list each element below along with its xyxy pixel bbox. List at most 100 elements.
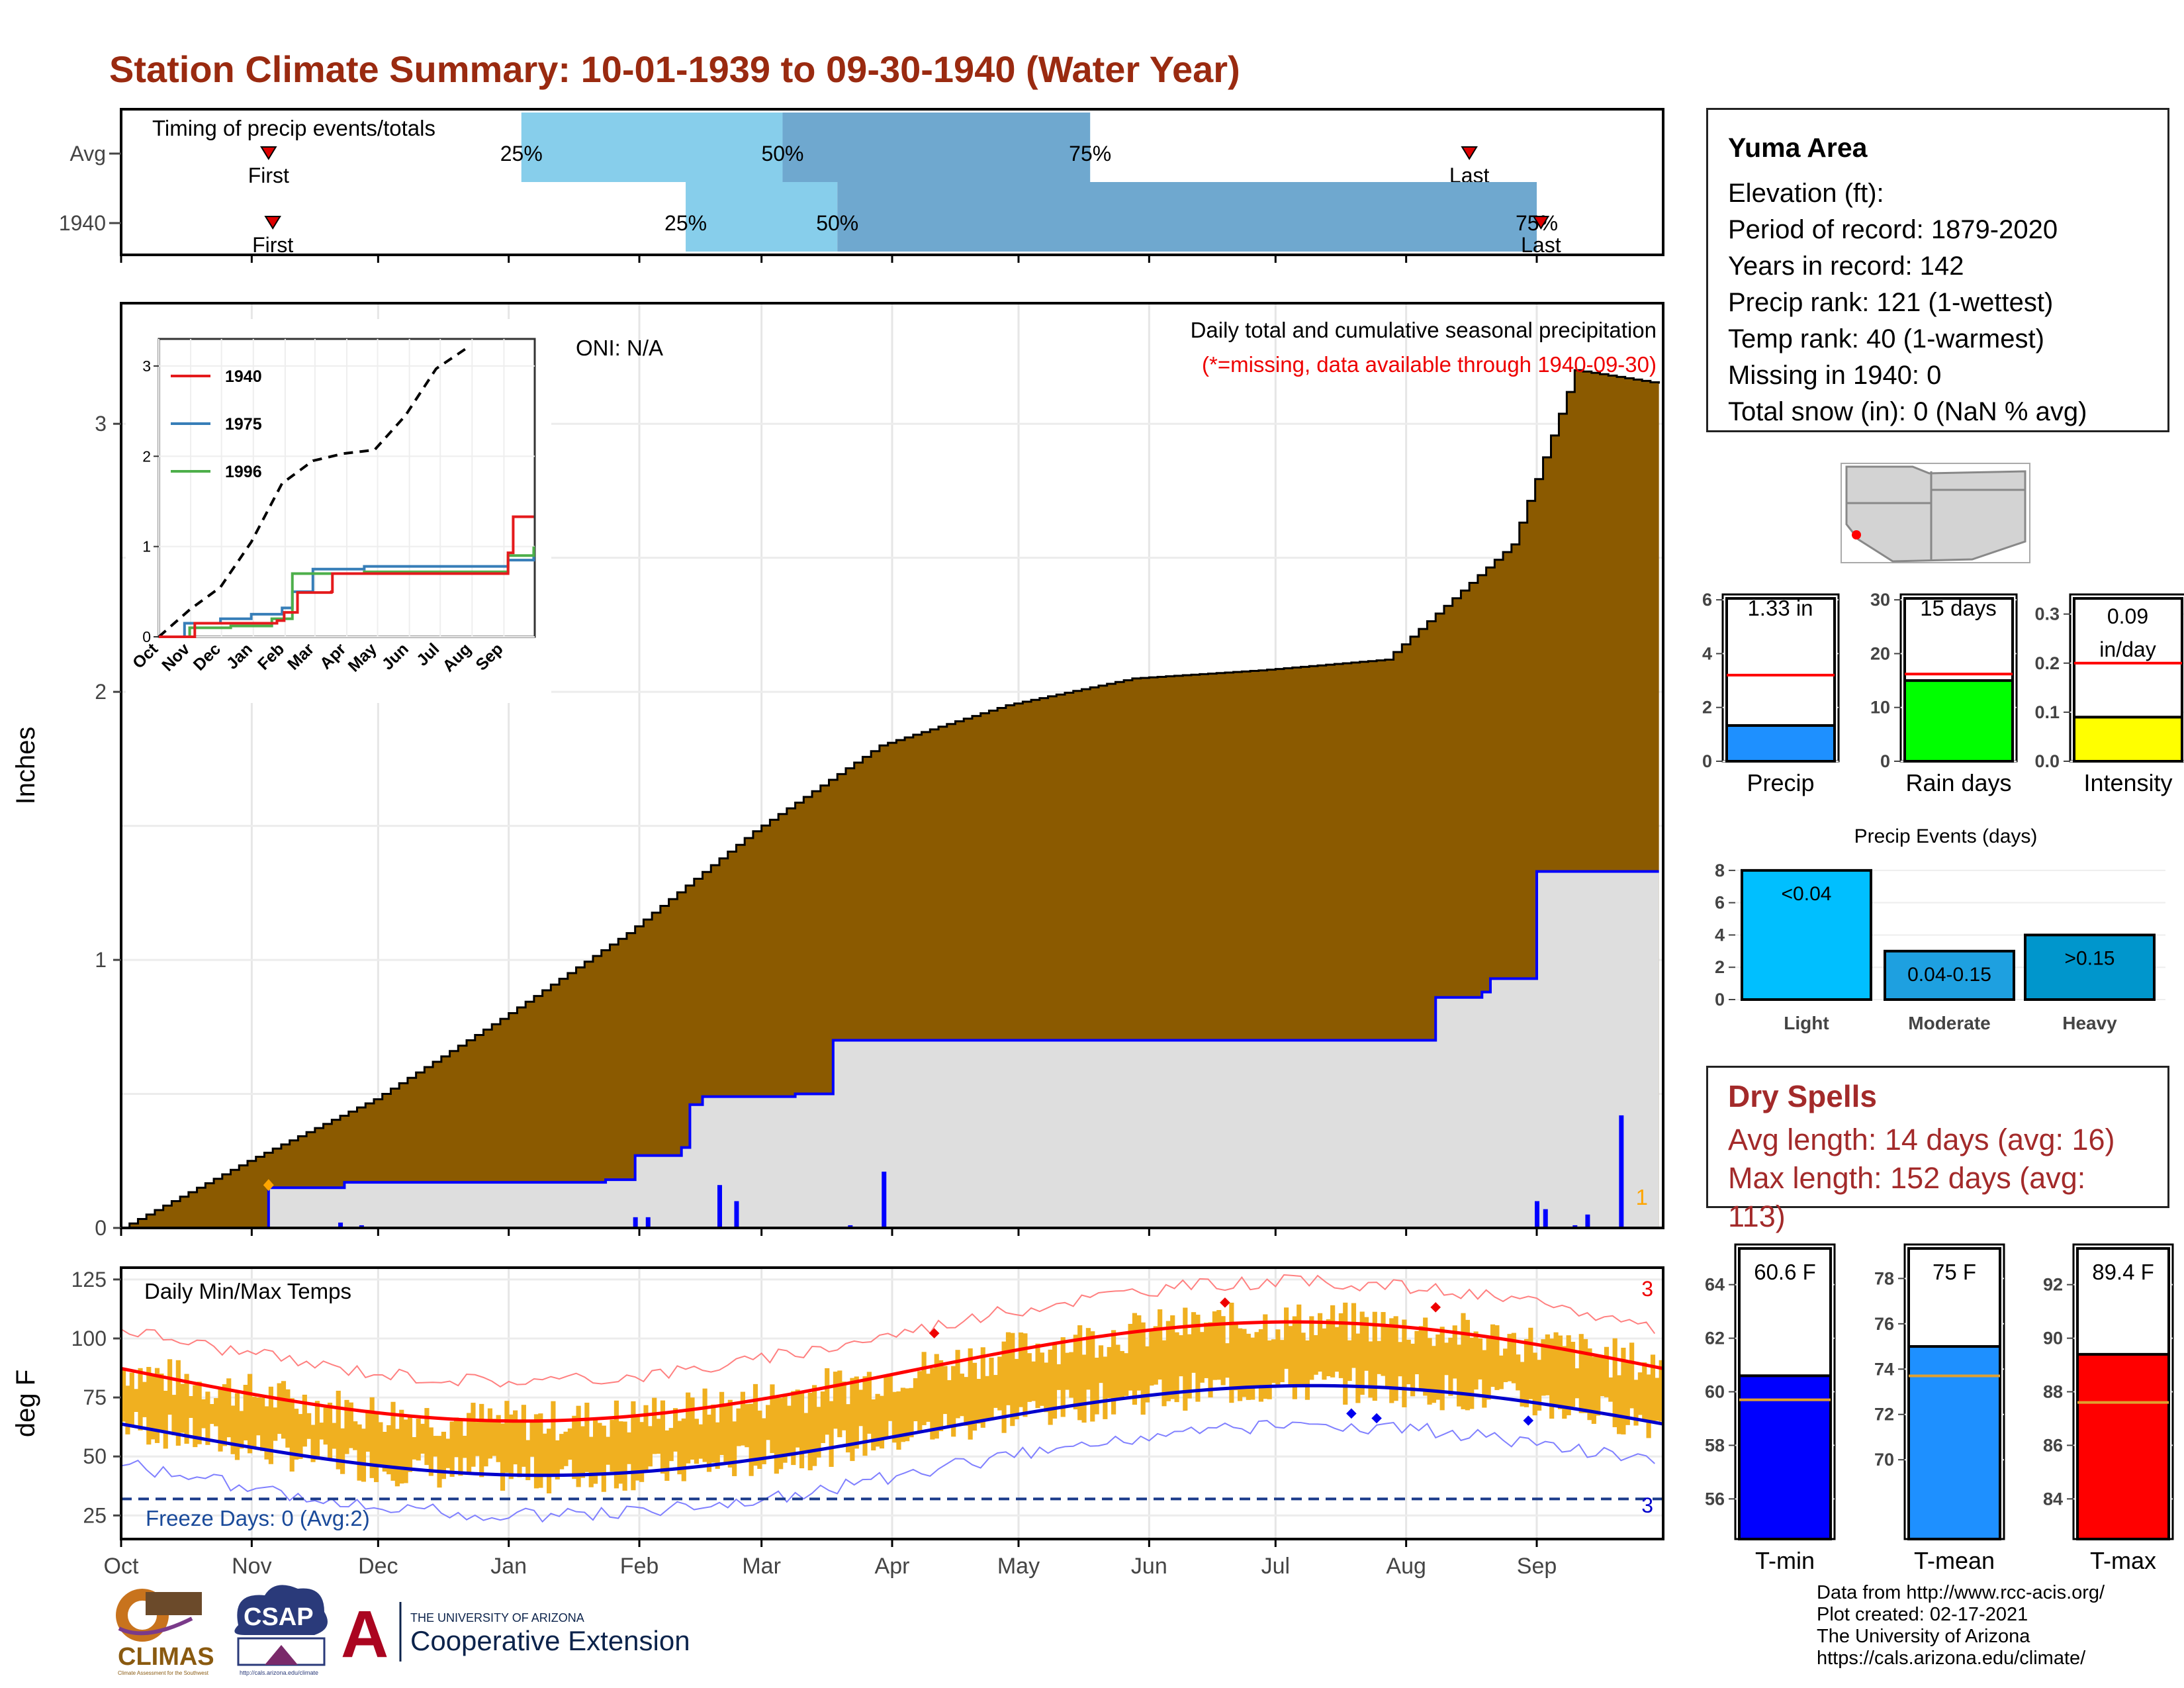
station-info-box: Yuma Area Elevation (ft): Period of reco… [1706, 108, 2169, 432]
temps-month-label: Jun [1131, 1554, 1167, 1579]
daily-temp-range [1031, 1361, 1036, 1401]
daily-temp-range [643, 1405, 649, 1472]
daily-temp-range [626, 1432, 632, 1464]
daily-temp-range [934, 1354, 939, 1439]
daily-temp-range [593, 1419, 598, 1484]
daily-temp-range [125, 1385, 130, 1434]
temp-gauges: 56 58 60 62 64 T-min 60.6 F 70 72 74 76 78 T-mean 75 … [1705, 1243, 2174, 1574]
daily-temp-range [660, 1400, 666, 1474]
daily-temp-range [1132, 1313, 1138, 1405]
daily-temp-range [332, 1423, 337, 1449]
daily-temp-range [938, 1360, 944, 1432]
daily-temp-range [1583, 1338, 1588, 1413]
inset-ytick-label: 3 [142, 357, 151, 375]
daily-temp-range [277, 1383, 282, 1434]
daily-temp-range [1537, 1360, 1542, 1411]
daily-temp-range [1587, 1348, 1592, 1421]
daily-temp-range [458, 1418, 463, 1476]
daily-temp-range [1018, 1332, 1024, 1407]
daily-temp-range [382, 1432, 387, 1472]
daily-temp-range [1486, 1336, 1491, 1400]
daily-temp-range [761, 1418, 766, 1464]
daily-temp-range [1469, 1337, 1475, 1409]
daily-temp-range [302, 1394, 307, 1447]
daily-temp-range [138, 1368, 143, 1430]
timing-marker [260, 146, 277, 160]
daily-temp-range [218, 1389, 223, 1452]
daily-temp-range [1039, 1352, 1044, 1406]
daily-temp-range [483, 1420, 488, 1467]
daily-temp-range [243, 1384, 248, 1440]
daily-temp-range [323, 1407, 328, 1445]
daily-temp-range [1115, 1344, 1120, 1401]
daily-temp-range [1457, 1344, 1462, 1407]
ua-extension: Cooperative Extension [410, 1625, 690, 1656]
daily-temp-range [715, 1422, 720, 1469]
daily-temp-range [968, 1348, 973, 1440]
daily-precip-bar [1543, 1209, 1548, 1228]
daily-temp-range [1347, 1340, 1352, 1382]
daily-temp-range [816, 1407, 821, 1458]
daily-temp-range [390, 1401, 396, 1481]
daily-temp-range [698, 1424, 704, 1459]
daily-temp-range [610, 1419, 615, 1472]
gauge-label: T-max [2090, 1547, 2156, 1574]
record-high-marker [929, 1328, 940, 1338]
daily-temp-range [668, 1428, 674, 1462]
daily-temp-range [1090, 1331, 1095, 1422]
daily-temp-range [677, 1421, 682, 1475]
record-high-marker [1220, 1297, 1230, 1308]
daily-temp-range [1069, 1352, 1074, 1398]
daily-temp-range [1578, 1334, 1584, 1413]
temps-month-label: Jan [490, 1554, 527, 1579]
temps-ylabel: deg F [11, 1370, 40, 1437]
daily-temp-range [193, 1385, 198, 1448]
daily-temp-range [1591, 1356, 1596, 1424]
gauge-ytick-label: 6 [1702, 590, 1712, 610]
daily-temp-range [1313, 1335, 1318, 1375]
record-low-marker [1346, 1408, 1357, 1419]
daily-temp-range [686, 1392, 691, 1464]
daily-temp-range [467, 1413, 472, 1474]
daily-temp-range [702, 1388, 707, 1462]
daily-temp-range [163, 1390, 168, 1449]
daily-temp-range [614, 1400, 619, 1489]
gauge-label: Intensity [2083, 769, 2172, 796]
daily-temp-range [1557, 1335, 1563, 1409]
gauge-ytick-label: 60 [1705, 1382, 1725, 1402]
daily-temp-range [475, 1422, 480, 1456]
daily-temp-range [273, 1407, 278, 1441]
daily-temp-range [1297, 1304, 1302, 1385]
daily-temp-range [905, 1388, 910, 1442]
gauge-label: Rain days [1905, 769, 2011, 796]
timing-quantile-label: 75% [1069, 142, 1111, 165]
daily-temp-range [394, 1429, 400, 1487]
daily-precip-bar [1535, 1201, 1540, 1228]
daily-temp-range [576, 1405, 581, 1487]
daily-temp-range [1060, 1337, 1066, 1417]
dry-max-length: Max length: 152 days (avg: 113) [1728, 1161, 2086, 1233]
daily-temp-range [652, 1397, 657, 1454]
timing-marker [264, 216, 281, 230]
gauge-ytick-label: 20 [1870, 643, 1890, 663]
daily-temp-range [896, 1391, 901, 1450]
daily-temp-range [222, 1384, 227, 1446]
daily-temp-range [214, 1398, 219, 1427]
daily-temp-range [930, 1368, 935, 1440]
gauge-ytick-label: 88 [2043, 1382, 2063, 1402]
daily-temp-range [1128, 1323, 1133, 1391]
credits: Data from http://www.rcc-acis.org/ Plot … [1817, 1582, 2105, 1669]
dry-avg-length: Avg length: 14 days (avg: 16) [1728, 1123, 2115, 1156]
daily-temp-range [791, 1391, 796, 1466]
event-category-label: Moderate [1908, 1013, 1990, 1033]
temps-label: Daily Min/Max Temps [144, 1279, 351, 1303]
timing-bar-q1 [521, 113, 783, 182]
daily-temp-range [639, 1422, 645, 1482]
temps-month-label: Feb [620, 1554, 659, 1579]
daily-temp-range [1520, 1362, 1525, 1407]
temps-month-label: May [997, 1554, 1040, 1579]
gauge-empty-part [1738, 1247, 1832, 1378]
daily-temp-range [1220, 1316, 1226, 1385]
daily-temp-range [732, 1421, 737, 1476]
daily-temp-range [672, 1408, 678, 1452]
